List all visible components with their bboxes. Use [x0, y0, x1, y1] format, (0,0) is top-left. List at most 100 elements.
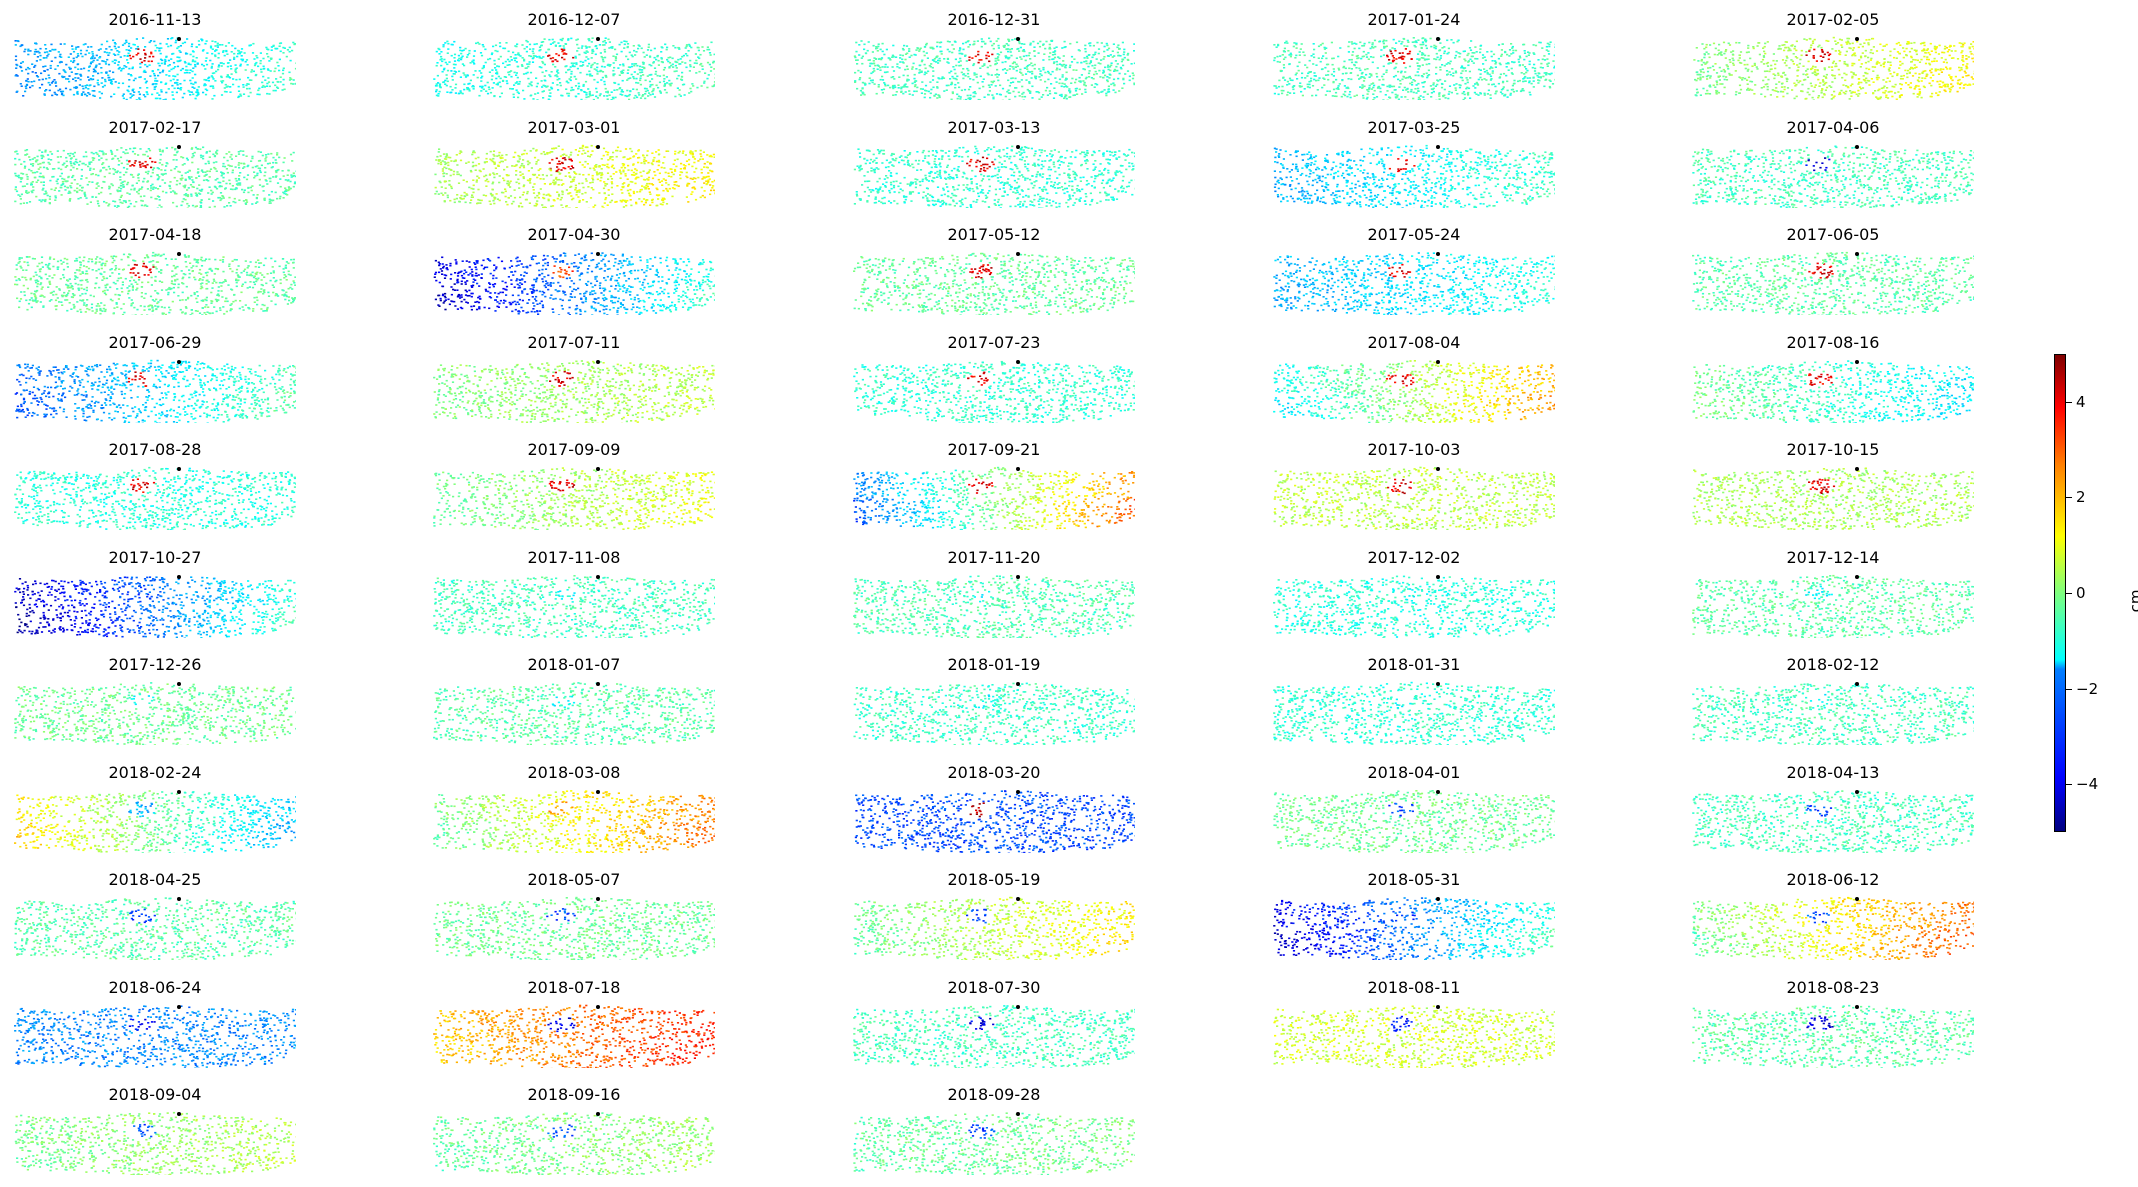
reference-point: [1855, 574, 1859, 579]
displacement-map: [853, 466, 1135, 530]
panel-date-title: 2018-04-25: [14, 870, 296, 890]
displacement-map: [14, 1004, 296, 1068]
reference-point: [596, 789, 600, 794]
colorbar-tick: [2066, 688, 2072, 690]
panel-date-title: 2017-02-05: [1692, 10, 1974, 30]
panel-date-title: 2017-04-06: [1692, 118, 1974, 138]
reference-point: [1016, 897, 1020, 901]
displacement-map: [1692, 467, 1974, 530]
reference-point: [1855, 789, 1859, 794]
displacement-map: [1692, 896, 1974, 960]
panel-date-title: 2017-02-17: [14, 118, 296, 138]
reference-point: [1436, 574, 1440, 579]
displacement-map: [1692, 1004, 1974, 1068]
displacement-map: [1692, 251, 1974, 315]
reference-point: [1855, 252, 1859, 256]
panel-date-title: 2016-12-07: [433, 10, 715, 30]
panel-date-title: 2017-03-13: [853, 118, 1135, 138]
reference-point: [177, 252, 181, 256]
displacement-map: [14, 466, 296, 530]
displacement-map: [14, 37, 296, 100]
reference-point: [177, 789, 181, 794]
reference-point: [596, 359, 600, 364]
panel-date-title: 2018-03-20: [853, 763, 1135, 783]
displacement-map: [433, 1112, 715, 1175]
displacement-map: [433, 1004, 715, 1068]
panel-date-title: 2018-06-12: [1692, 870, 1974, 890]
reference-point: [1016, 37, 1020, 41]
reference-point: [596, 682, 600, 686]
panel-date-title: 2017-10-15: [1692, 440, 1974, 460]
reference-point: [177, 467, 181, 471]
reference-point: [177, 1112, 181, 1116]
panel-date-title: 2017-03-01: [433, 118, 715, 138]
colorbar-tick-label: 0: [2076, 585, 2086, 601]
colorbar-gradient: [2054, 354, 2066, 832]
displacement-map: [14, 359, 296, 423]
reference-point: [177, 682, 181, 686]
panel-date-title: 2017-03-25: [1273, 118, 1555, 138]
displacement-map: [433, 789, 715, 853]
panel-date-title: 2018-01-19: [853, 655, 1135, 675]
displacement-map: [433, 359, 715, 423]
displacement-map: [1273, 681, 1555, 745]
panel-date-title: 2017-04-18: [14, 225, 296, 245]
reference-point: [177, 359, 181, 364]
reference-point: [596, 144, 600, 149]
panel-date-title: 2017-07-23: [853, 333, 1135, 353]
displacement-map: [1692, 789, 1974, 853]
reference-point: [1436, 467, 1440, 471]
panel-date-title: 2016-11-13: [14, 10, 296, 30]
displacement-map: [853, 574, 1135, 638]
panel-date-title: 2017-08-28: [14, 440, 296, 460]
displacement-map: [853, 359, 1135, 423]
reference-point: [177, 574, 181, 579]
panel-date-title: 2018-05-07: [433, 870, 715, 890]
reference-point: [177, 144, 181, 149]
reference-point: [177, 1004, 181, 1009]
reference-point: [1016, 467, 1020, 471]
panel-date-title: 2017-06-05: [1692, 225, 1974, 245]
panel-date-title: 2017-01-24: [1273, 10, 1555, 30]
reference-point: [596, 467, 600, 471]
displacement-map: [1273, 789, 1555, 853]
reference-point: [177, 897, 181, 901]
displacement-map: [1693, 36, 1974, 100]
colorbar-tick-label: −2: [2076, 681, 2098, 697]
displacement-map: [14, 574, 296, 638]
displacement-map: [1273, 1004, 1555, 1068]
panel-date-title: 2017-09-09: [433, 440, 715, 460]
panel-date-title: 2017-09-21: [853, 440, 1135, 460]
reference-point: [596, 574, 600, 579]
displacement-map: [853, 896, 1135, 960]
reference-point: [1016, 1112, 1020, 1116]
colorbar: cm −4 −2 0 2 4: [2040, 348, 2138, 838]
displacement-map: [1273, 359, 1555, 423]
reference-point: [596, 37, 600, 41]
reference-point: [1855, 1004, 1859, 1009]
displacement-map: [433, 252, 715, 315]
panel-date-title: 2018-06-24: [14, 978, 296, 998]
displacement-map: [1692, 144, 1974, 208]
reference-point: [177, 37, 181, 41]
displacement-map: [1273, 574, 1555, 638]
panel-date-title: 2017-10-03: [1273, 440, 1555, 460]
displacement-map: [853, 1112, 1135, 1175]
reference-point: [1016, 252, 1020, 256]
panel-date-title: 2018-02-12: [1692, 655, 1974, 675]
reference-point: [1855, 144, 1859, 149]
displacement-map: [14, 1111, 296, 1175]
reference-point: [596, 897, 600, 901]
displacement-map: [14, 144, 296, 208]
panel-date-title: 2018-04-13: [1692, 763, 1974, 783]
colorbar-tick-label: −4: [2076, 776, 2098, 792]
displacement-map: [1273, 252, 1555, 315]
reference-point: [1855, 37, 1859, 41]
panel-date-title: 2018-05-31: [1273, 870, 1555, 890]
panel-date-title: 2017-07-11: [433, 333, 715, 353]
displacement-map: [14, 789, 296, 853]
colorbar-tick: [2066, 784, 2072, 786]
panel-date-title: 2017-05-12: [853, 225, 1135, 245]
colorbar-unit-label: cm: [2126, 590, 2138, 613]
reference-point: [1855, 682, 1859, 686]
